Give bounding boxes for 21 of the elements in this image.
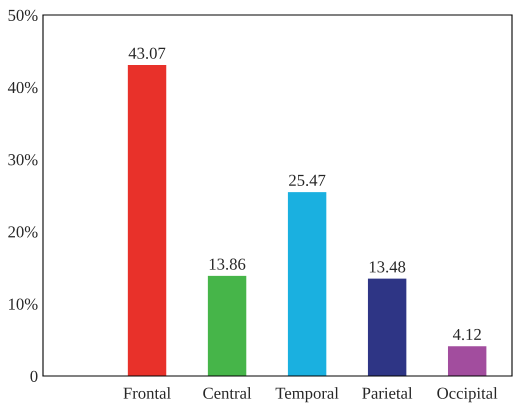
x-tick-label: Central: [203, 387, 252, 399]
bar: [208, 276, 246, 376]
y-tick-label: 10%: [9, 298, 38, 310]
data-label: 13.48: [370, 261, 406, 273]
x-tick-label: Parietal: [362, 387, 412, 399]
y-tick-label: 0: [30, 370, 38, 382]
y-tick-label: 40%: [8, 82, 38, 94]
bar: [288, 192, 326, 376]
y-tick-label: 20%: [8, 226, 38, 238]
data-label: 13.86: [210, 258, 246, 270]
bar: [368, 278, 406, 376]
data-label: 25.47: [289, 174, 326, 186]
data-label: 4.12: [452, 328, 481, 340]
x-tick-label: Occipital: [437, 387, 498, 402]
bar: [128, 65, 166, 376]
bar: [448, 346, 486, 376]
y-tick-label: 50%: [8, 10, 38, 21]
x-tick-label: Temporal: [276, 387, 339, 402]
y-tick-label: 30%: [8, 154, 38, 166]
data-label: 43.07: [128, 48, 166, 59]
x-tick-label: Frontal: [123, 387, 171, 399]
